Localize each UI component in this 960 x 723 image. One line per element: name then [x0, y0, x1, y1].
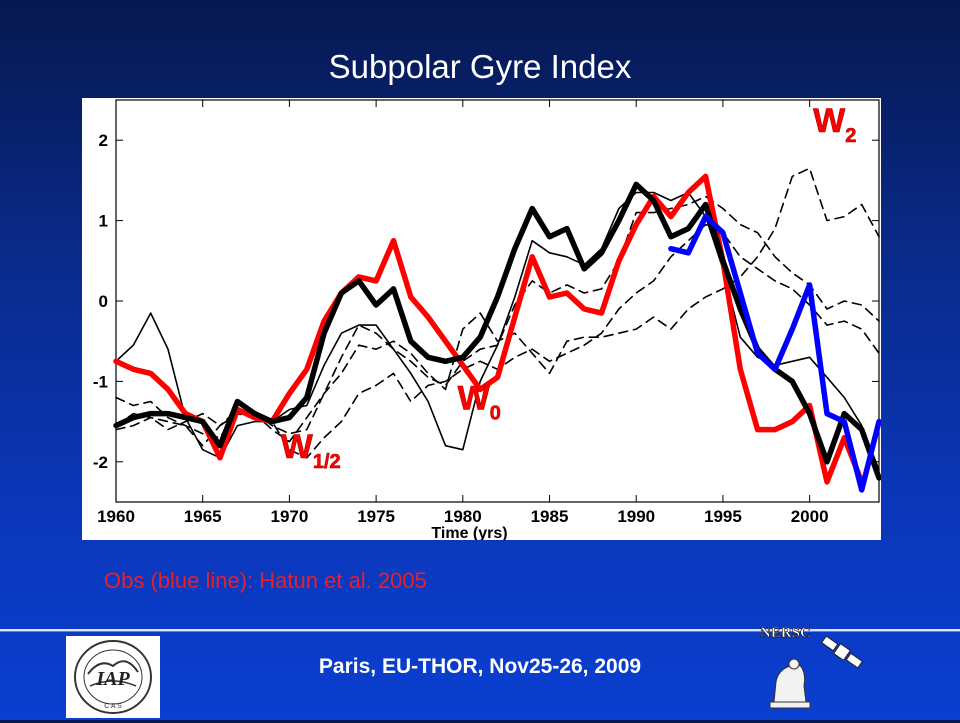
annotation-label: W1/2	[281, 428, 341, 473]
y-tick-label: 2	[99, 131, 108, 150]
y-tick-label: -2	[93, 453, 108, 472]
svg-text:NERSC: NERSC	[760, 625, 811, 641]
x-tick-label: 1975	[357, 507, 395, 526]
y-tick-label: -1	[93, 372, 108, 391]
x-axis-label: Time (yrs)	[431, 525, 507, 540]
iap-cas-emblem-icon: IAP C A S	[66, 636, 160, 718]
observation-footnote: Obs (blue line): Hatun et al. 2005	[104, 568, 427, 593]
x-tick-label: 1970	[270, 507, 308, 526]
y-tick-label: 1	[99, 212, 108, 231]
slide-title: Subpolar Gyre Index	[328, 48, 632, 85]
x-tick-label: 1965	[184, 507, 222, 526]
footer-text: Paris, EU-THOR, Nov25-26, 2009	[318, 655, 642, 678]
svg-text:C A S: C A S	[104, 703, 122, 710]
nersc-bear-satellite-icon: NERSC	[756, 622, 876, 712]
footer-divider	[0, 629, 960, 632]
y-tick-label: 0	[99, 292, 108, 311]
chart-svg: -2 -1 0 1 2 1960 1965 1970 1975 1980 1985 1990 1995 2…	[93, 99, 881, 540]
series-line-1	[113, 173, 865, 485]
x-tick-label: 1995	[704, 507, 742, 526]
series-line-3	[668, 213, 881, 493]
annotation-label: W0	[458, 380, 501, 425]
chart-panel: -2 -1 0 1 2 1960 1965 1970 1975 1980 1985 1990 1995 2…	[82, 98, 881, 540]
x-tick-label: 1980	[444, 507, 482, 526]
x-tick-label: 1985	[531, 507, 569, 526]
series-line-7	[115, 195, 880, 439]
x-tick-label: 1960	[97, 507, 135, 526]
x-tick-label: 2000	[791, 507, 829, 526]
svg-text:IAP: IAP	[95, 668, 130, 690]
x-tick-label: 1990	[617, 507, 655, 526]
annotation-label: W2	[813, 102, 856, 147]
